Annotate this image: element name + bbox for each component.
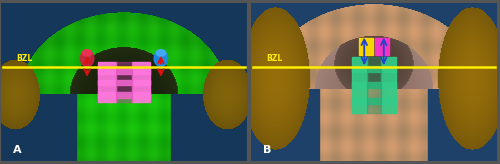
Bar <box>352 98 396 104</box>
Bar <box>98 92 150 98</box>
Ellipse shape <box>80 51 94 66</box>
Bar <box>352 57 368 113</box>
Bar <box>376 38 390 55</box>
Bar <box>116 62 132 102</box>
Bar <box>352 82 396 88</box>
Text: BZL: BZL <box>16 54 32 63</box>
Bar <box>358 38 372 55</box>
Bar <box>368 57 380 113</box>
Bar <box>352 66 396 72</box>
Bar <box>132 62 150 102</box>
Bar <box>98 69 150 74</box>
Text: B: B <box>264 145 272 155</box>
Text: A: A <box>14 145 22 155</box>
Bar <box>380 57 396 113</box>
Text: BZL: BZL <box>266 54 282 63</box>
Ellipse shape <box>154 51 168 66</box>
Bar <box>98 62 116 102</box>
Ellipse shape <box>156 50 166 56</box>
Ellipse shape <box>82 50 92 56</box>
Bar <box>98 80 150 85</box>
